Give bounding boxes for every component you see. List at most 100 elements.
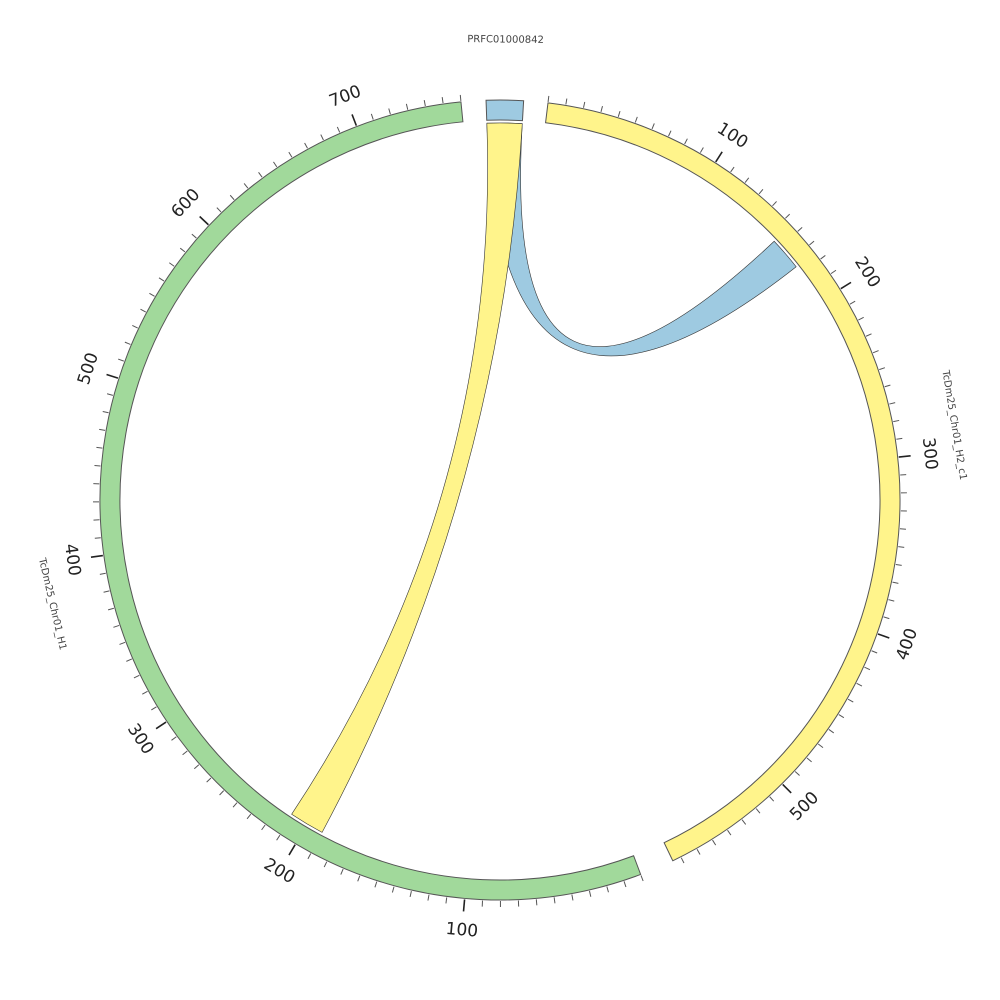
minor-tick xyxy=(133,674,140,679)
minor-tick xyxy=(307,853,312,860)
minor-tick xyxy=(246,813,252,820)
minor-tick xyxy=(623,881,627,888)
minor-tick xyxy=(809,240,815,246)
minor-tick xyxy=(370,113,374,120)
major-tick xyxy=(715,151,723,163)
minor-tick xyxy=(651,123,655,130)
minor-tick xyxy=(634,116,638,123)
tick-label: 300 xyxy=(918,437,941,471)
major-tick xyxy=(782,783,792,794)
tick-label: 500 xyxy=(74,350,103,387)
tick-label: 100 xyxy=(445,919,479,942)
minor-tick xyxy=(797,226,803,232)
ticks-layer xyxy=(90,94,911,912)
segment-name-h2: TcDm25_Chr01_H2_c1 xyxy=(939,369,968,481)
minor-tick xyxy=(888,599,895,602)
segment-name-h1: TcDm25_Chr01_H1 xyxy=(36,556,68,651)
minor-tick xyxy=(741,819,747,825)
minor-tick xyxy=(565,98,568,105)
minor-tick xyxy=(102,410,109,414)
minor-tick xyxy=(320,134,324,141)
minor-tick xyxy=(243,183,249,189)
minor-tick xyxy=(727,829,732,836)
minor-tick xyxy=(258,172,263,178)
minor-tick xyxy=(99,572,106,575)
minor-tick xyxy=(193,764,200,770)
minor-tick xyxy=(99,428,106,431)
minor-tick xyxy=(758,189,764,195)
minor-tick xyxy=(817,743,824,749)
minor-tick xyxy=(340,868,344,875)
minor-tick xyxy=(158,277,165,282)
minor-tick xyxy=(151,706,157,711)
major-tick xyxy=(840,281,852,290)
minor-tick xyxy=(149,292,155,297)
minor-tick xyxy=(828,729,835,734)
minor-tick xyxy=(388,108,391,115)
major-tick xyxy=(90,554,103,559)
minor-tick xyxy=(94,464,101,467)
minor-tick xyxy=(898,546,905,548)
minor-tick xyxy=(583,101,586,108)
minor-tick xyxy=(336,126,341,133)
minor-tick xyxy=(830,269,837,275)
minor-tick xyxy=(879,367,886,371)
minor-tick xyxy=(459,94,462,101)
major-tick xyxy=(351,114,358,126)
minor-tick xyxy=(288,151,293,158)
minor-tick xyxy=(191,233,197,239)
minor-tick xyxy=(865,333,872,337)
segment-h1 xyxy=(99,101,642,901)
minor-tick xyxy=(124,341,131,345)
minor-tick xyxy=(374,881,378,888)
tick-label: 700 xyxy=(326,82,363,112)
major-tick xyxy=(155,721,167,730)
minor-tick xyxy=(96,446,103,449)
minor-tick xyxy=(755,808,761,814)
minor-tick xyxy=(680,857,685,864)
minor-tick xyxy=(849,300,856,305)
tick-label: 600 xyxy=(167,185,204,222)
link-contig-h1 xyxy=(291,122,523,833)
tick-label: 500 xyxy=(786,788,823,825)
tick-label: 400 xyxy=(60,542,84,577)
minor-tick xyxy=(142,690,148,695)
minor-tick xyxy=(107,607,115,611)
minor-tick xyxy=(806,757,812,763)
minor-tick xyxy=(113,624,120,628)
minor-tick xyxy=(893,419,900,423)
minor-tick xyxy=(785,213,791,219)
segment-contig xyxy=(485,99,525,122)
minor-tick xyxy=(895,563,902,566)
minor-tick xyxy=(838,714,845,719)
major-tick xyxy=(898,455,911,458)
minor-tick xyxy=(617,110,621,117)
minor-tick xyxy=(571,894,574,901)
minor-tick xyxy=(441,97,444,104)
minor-tick xyxy=(171,736,177,741)
tick-label: 200 xyxy=(850,253,884,291)
minor-tick xyxy=(730,166,735,173)
minor-tick xyxy=(820,255,826,260)
minor-tick xyxy=(118,358,124,362)
minor-tick xyxy=(547,95,550,102)
minor-tick xyxy=(535,899,538,906)
minor-tick xyxy=(391,886,395,893)
minor-tick xyxy=(273,161,278,168)
minor-tick xyxy=(668,130,672,137)
minor-tick xyxy=(858,316,864,321)
minor-tick xyxy=(103,590,110,593)
major-tick xyxy=(288,844,296,856)
minor-tick xyxy=(872,350,879,354)
minor-tick xyxy=(606,886,609,893)
minor-tick xyxy=(229,194,235,201)
minor-tick xyxy=(684,138,688,145)
minor-tick xyxy=(106,393,114,396)
segments-layer xyxy=(99,99,901,901)
minor-tick xyxy=(427,894,430,901)
minor-tick xyxy=(409,890,412,898)
minor-tick xyxy=(696,848,701,855)
minor-tick xyxy=(883,616,890,620)
minor-tick xyxy=(219,790,225,796)
minor-tick xyxy=(423,100,426,107)
